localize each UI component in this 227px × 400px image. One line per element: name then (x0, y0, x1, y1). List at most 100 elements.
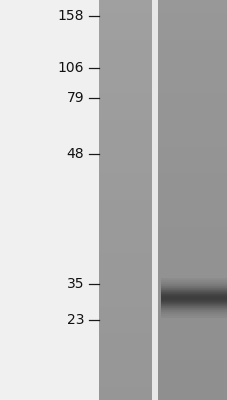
Bar (99, 373, 151, 387)
Bar (158, 53, 227, 67)
Bar (99, 387, 151, 400)
Bar (158, 320, 227, 333)
Bar (158, 227, 227, 240)
Bar (99, 227, 151, 240)
Bar (99, 53, 151, 67)
Bar (158, 80, 227, 93)
Bar (99, 320, 151, 333)
Bar (99, 13, 151, 27)
Bar (160, 296, 226, 297)
Bar (99, 240, 151, 253)
Bar (160, 281, 226, 282)
Bar (99, 213, 151, 227)
Bar (99, 67, 151, 80)
Bar (160, 310, 226, 311)
Bar (160, 283, 226, 284)
Bar (160, 308, 226, 309)
Text: 48: 48 (67, 147, 84, 161)
Bar (99, 253, 151, 267)
Text: 106: 106 (58, 61, 84, 75)
Bar (160, 279, 226, 280)
Bar (99, 360, 151, 373)
Bar (99, 107, 151, 120)
Bar (160, 291, 226, 292)
Bar (158, 360, 227, 373)
Text: 23: 23 (67, 313, 84, 327)
Bar (99, 347, 151, 360)
Bar (158, 120, 227, 133)
Bar (158, 160, 227, 173)
Bar (158, 240, 227, 253)
Bar (99, 267, 151, 280)
Bar (99, 80, 151, 93)
Bar (99, 187, 151, 200)
Bar (160, 285, 226, 286)
Bar (158, 187, 227, 200)
Bar (99, 333, 151, 347)
Bar (158, 0, 227, 400)
Bar (160, 280, 226, 281)
Bar (160, 292, 226, 293)
Text: 158: 158 (58, 9, 84, 23)
Bar (160, 300, 226, 301)
Bar (160, 282, 226, 283)
Bar (99, 93, 151, 107)
Bar (158, 0, 227, 13)
Bar (158, 107, 227, 120)
Bar (99, 120, 151, 133)
Bar (160, 295, 226, 296)
Bar (160, 278, 226, 279)
Bar (99, 147, 151, 160)
Bar (99, 293, 151, 307)
Text: 79: 79 (67, 91, 84, 105)
Bar (158, 13, 227, 27)
Bar (158, 213, 227, 227)
Bar (99, 133, 151, 147)
Bar (158, 93, 227, 107)
Bar (158, 173, 227, 187)
Bar (158, 333, 227, 347)
Bar (160, 315, 226, 316)
Bar (99, 307, 151, 320)
Bar (158, 387, 227, 400)
Text: 35: 35 (67, 277, 84, 291)
Bar (160, 307, 226, 308)
Bar (160, 309, 226, 310)
Bar (160, 316, 226, 317)
Bar (99, 0, 151, 13)
Bar (160, 286, 226, 287)
Bar (99, 27, 151, 40)
Bar (158, 267, 227, 280)
Bar (158, 67, 227, 80)
Bar (160, 298, 226, 299)
Bar (160, 314, 226, 315)
Bar (160, 302, 226, 303)
Bar (99, 40, 151, 53)
Bar (99, 280, 151, 293)
Bar (158, 307, 227, 320)
Bar (158, 200, 227, 213)
Bar (160, 289, 226, 290)
Bar (160, 297, 226, 298)
Bar (160, 312, 226, 313)
Bar (160, 299, 226, 300)
Bar (99, 173, 151, 187)
Bar (160, 290, 226, 291)
Bar (160, 293, 226, 294)
Bar (99, 160, 151, 173)
Bar (160, 304, 226, 305)
Bar (160, 301, 226, 302)
Bar (160, 317, 226, 318)
Bar (158, 147, 227, 160)
Bar (160, 288, 226, 289)
Bar (160, 305, 226, 306)
Bar (160, 311, 226, 312)
Bar (158, 347, 227, 360)
Bar (99, 0, 151, 400)
Bar (158, 133, 227, 147)
Bar (160, 294, 226, 295)
Bar (160, 284, 226, 285)
Bar (158, 293, 227, 307)
Bar (160, 306, 226, 307)
Bar (160, 287, 226, 288)
